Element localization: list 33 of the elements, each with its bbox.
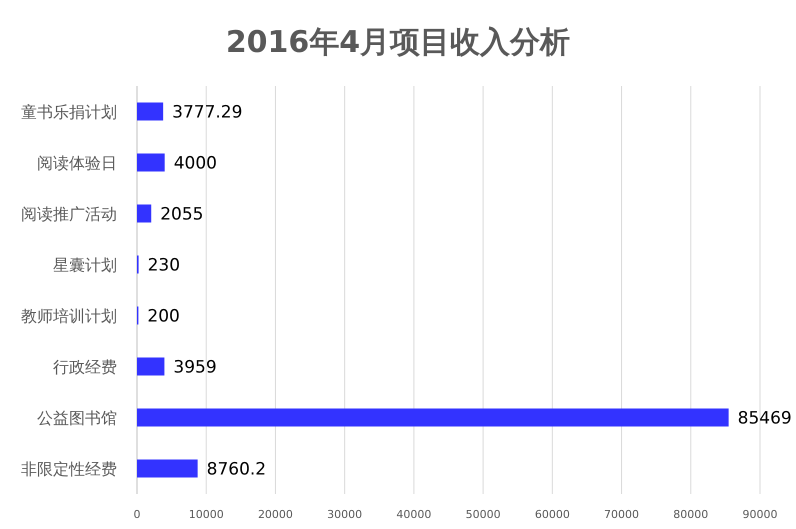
x-tick-label: 0: [134, 508, 140, 521]
x-tick-label: 40000: [396, 508, 432, 521]
data-label: 2055: [160, 204, 204, 224]
bar: [137, 460, 198, 478]
x-tick-label: 10000: [188, 508, 224, 521]
y-tick-label: 童书乐捐计划: [21, 102, 117, 122]
x-tick-label: 30000: [327, 508, 362, 521]
x-tick-label: 90000: [742, 508, 778, 521]
x-tick-label: 80000: [673, 508, 708, 521]
y-tick-label: 公益图书馆: [37, 408, 117, 428]
data-label: 85469: [738, 408, 792, 428]
chart-title: 2016年4月项目收入分析: [226, 25, 570, 60]
x-tick-label: 70000: [604, 508, 640, 521]
bar: [137, 102, 164, 120]
bar: [137, 204, 152, 222]
y-tick-label: 阅读推广活动: [21, 204, 117, 224]
bar: [137, 154, 165, 172]
bar: [137, 358, 164, 376]
data-label: 3959: [173, 358, 217, 378]
bar: [137, 408, 729, 426]
y-tick-label: 星囊计划: [53, 256, 117, 274]
x-tick-label: 60000: [534, 508, 570, 521]
data-label: 200: [147, 306, 180, 326]
data-label: 3777.29: [172, 102, 242, 122]
y-tick-label: 非限定性经费: [21, 460, 117, 478]
x-tick-label: 20000: [258, 508, 293, 521]
data-label: 4000: [174, 154, 217, 174]
y-tick-label: 阅读体验日: [37, 154, 117, 172]
y-tick-label: 教师培训计划: [21, 306, 117, 326]
x-tick-label: 50000: [466, 508, 501, 521]
data-label: 8760.2: [206, 460, 266, 480]
data-label: 230: [148, 256, 180, 276]
y-tick-label: 行政经费: [53, 358, 117, 376]
